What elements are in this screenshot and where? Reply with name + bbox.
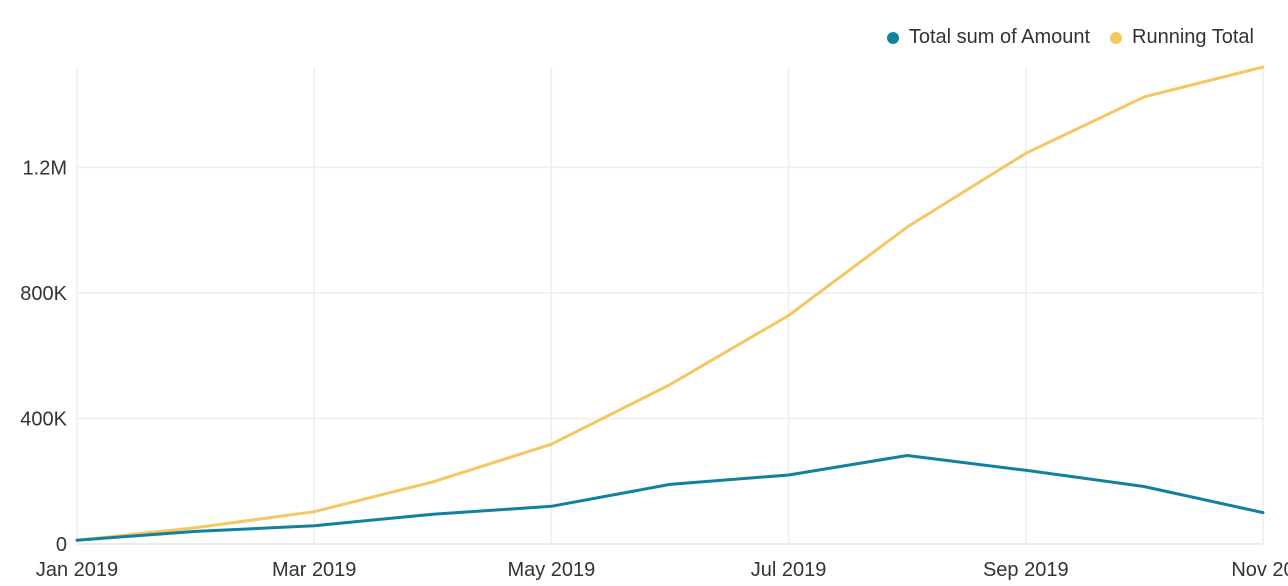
legend-label-total-sum: Total sum of Amount	[908, 26, 1091, 48]
series-line-running-total	[75, 65, 1265, 542]
data-point-running-total	[548, 441, 554, 447]
data-point-running-total	[667, 382, 673, 388]
x-tick-label: Jan 2019	[36, 559, 118, 581]
data-point-total-sum	[430, 511, 436, 517]
x-tick-label: May 2019	[507, 559, 595, 581]
y-tick-label: 0	[56, 534, 67, 556]
data-point-running-total	[1141, 94, 1147, 100]
x-tick-label: Jul 2019	[751, 559, 827, 581]
data-point-running-total	[786, 313, 792, 319]
data-point-total-sum	[548, 503, 554, 509]
y-tick-label: 800K	[20, 283, 67, 305]
x-tick-label: Nov 20	[1231, 559, 1288, 581]
y-tick-label: 400K	[20, 408, 67, 430]
data-point-total-sum	[1023, 467, 1029, 473]
data-point-total-sum	[786, 472, 792, 478]
data-point-running-total	[1260, 64, 1266, 70]
data-point-total-sum	[1260, 510, 1266, 516]
data-point-running-total	[193, 525, 199, 531]
data-point-running-total	[74, 537, 80, 543]
data-point-total-sum	[1141, 484, 1147, 490]
series-line-total-sum	[75, 454, 1265, 542]
x-tick-label: Sep 2019	[983, 559, 1069, 581]
data-point-running-total	[1023, 150, 1029, 156]
legend-item-running-total[interactable]: Running Total	[1110, 26, 1254, 49]
legend-label-running-total: Running Total	[1132, 26, 1254, 48]
legend-dot-total-sum	[886, 31, 899, 44]
chart-legend: Total sum of Amount Running Total	[867, 26, 1254, 49]
legend-dot-running-total	[1110, 31, 1123, 44]
data-point-total-sum	[667, 481, 673, 487]
data-point-total-sum	[904, 453, 910, 459]
data-point-running-total	[904, 224, 910, 230]
legend-item-total-sum[interactable]: Total sum of Amount	[886, 26, 1091, 49]
data-point-running-total	[311, 509, 317, 515]
data-point-running-total	[430, 479, 436, 485]
data-point-total-sum	[311, 523, 317, 529]
x-tick-label: Mar 2019	[272, 559, 357, 581]
y-tick-label: 1.2M	[23, 157, 67, 179]
